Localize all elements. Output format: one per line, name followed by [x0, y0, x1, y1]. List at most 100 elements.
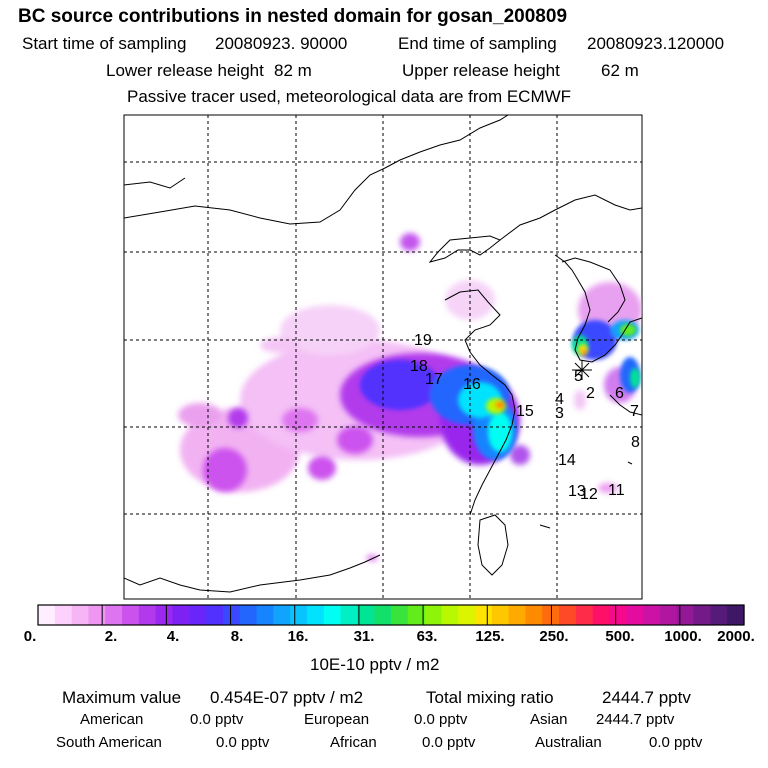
colorbar-cell: [525, 605, 543, 625]
map-panel: 19 18 17 16 15 4 3 5 2 6 7 8 14 13 12 11: [123, 114, 643, 600]
colorbar-cell: [206, 605, 224, 625]
start-time-value: 20080923. 90000: [215, 34, 348, 53]
colorbar-cell: [659, 605, 678, 625]
colorbar-tick-label: 500.: [605, 628, 635, 645]
lower-height-label: Lower release height: [106, 61, 264, 80]
colorbar-cell: [239, 605, 258, 625]
colorbar-cell: [374, 605, 392, 625]
source-label: 3: [555, 405, 564, 422]
colorbar-tick-label: 4.: [166, 628, 180, 645]
colorbar-cell: [306, 605, 325, 625]
colorbar-cell: [122, 605, 140, 625]
source-label: 17: [425, 371, 443, 388]
source-label: 16: [463, 376, 481, 393]
colorbar-tick-label: 63.: [416, 628, 438, 645]
colorbar-cell: [189, 605, 207, 625]
colorbar-cell: [626, 605, 644, 625]
colorbar-tick-label: 8.: [230, 628, 244, 645]
colorbar-tick-label: 2.: [104, 628, 118, 645]
colorbar-cell: [138, 605, 157, 625]
colorbar-tick-label: 250.: [539, 628, 569, 645]
upper-height-label: Upper release height: [402, 61, 560, 80]
total-mixing-label: Total mixing ratio: [426, 688, 554, 707]
australian-value: 0.0 pptv: [649, 734, 703, 751]
colorbar-cell: [54, 605, 73, 625]
lower-height-value: 82 m: [274, 61, 312, 80]
source-label: 14: [558, 452, 576, 469]
colorbar-cell: [676, 605, 695, 625]
source-labels: 19 18 17 16 15 4 3 5 2 6 7 8 14 13 12 11: [410, 332, 640, 503]
colorbar-cell: [323, 605, 342, 625]
tracer-note: Passive tracer used, meteorological data…: [127, 87, 572, 106]
colorbar-cell: [340, 605, 358, 625]
colorbar-cell: [424, 605, 443, 625]
source-label: 18: [410, 358, 428, 375]
colorbar-cell: [222, 605, 241, 625]
american-value: 0.0 pptv: [190, 711, 244, 728]
source-label: 2: [586, 385, 595, 402]
colorbar-cell: [407, 605, 426, 625]
source-label: 15: [516, 403, 534, 420]
european-label: European: [304, 711, 370, 728]
colorbar-tick-label: 125.: [475, 628, 505, 645]
colorbar-cell: [575, 605, 594, 625]
source-label: 8: [631, 434, 640, 451]
source-label: 4: [555, 391, 564, 408]
colorbar-units: 10E-10 pptv / m2: [310, 655, 440, 674]
star-marker-icon: [572, 360, 592, 380]
source-label: 13: [568, 483, 586, 500]
source-label: 11: [608, 482, 625, 499]
colorbar-tick-label: 2000.: [717, 628, 755, 645]
colorbar-tick-label: 0.: [23, 628, 37, 645]
colorbar-cell: [643, 605, 661, 625]
colorbar-cell: [458, 605, 476, 625]
colorbar-cell: [475, 605, 493, 625]
figure-title: BC source contributions in nested domain…: [18, 6, 568, 27]
american-label: American: [80, 711, 144, 728]
lat-lon-grid: [124, 115, 642, 599]
south-american-label: South American: [56, 734, 162, 751]
source-label: 7: [630, 403, 639, 420]
colorbar-cell: [491, 605, 510, 625]
australian-label: Australian: [535, 734, 602, 751]
total-mixing-value: 2444.7 pptv: [602, 688, 691, 707]
colorbar-tick-label: 1000.: [664, 628, 702, 645]
colorbar-cell: [559, 605, 577, 625]
source-label: 6: [615, 385, 624, 402]
start-time-label: Start time of sampling: [22, 34, 187, 53]
colorbar-tick-label: 16.: [287, 628, 309, 645]
south-american-value: 0.0 pptv: [216, 734, 270, 751]
source-label: 5: [574, 368, 583, 385]
colorbar-cell: [273, 605, 291, 625]
european-value: 0.0 pptv: [414, 711, 468, 728]
concentration-field: [124, 115, 642, 599]
colorbar-cell: [155, 605, 174, 625]
colorbar-cell: [693, 605, 711, 625]
colorbar-cell: [71, 605, 90, 625]
colorbar-cell: [38, 605, 56, 625]
colorbar-cell: [609, 605, 627, 625]
colorbar-cell: [391, 605, 409, 625]
colorbar-cell: [172, 605, 190, 625]
end-time-label: End time of sampling: [398, 34, 557, 53]
end-time-value: 20080923.120000: [587, 34, 725, 53]
max-value-label: Maximum value: [62, 688, 182, 707]
colorbar-cell: [508, 605, 527, 625]
colorbar-cell: [592, 605, 611, 625]
upper-height-value: 62 m: [601, 61, 639, 80]
colorbar-cell: [710, 605, 728, 625]
african-label: African: [330, 734, 377, 751]
colorbar-cell: [290, 605, 308, 625]
colorbar-cell: [256, 605, 274, 625]
colorbar-cell: [88, 605, 106, 625]
asian-label: Asian: [530, 711, 568, 728]
coastlines: [124, 115, 642, 593]
max-value: 0.454E-07 pptv / m2: [210, 688, 364, 707]
african-value: 0.0 pptv: [422, 734, 476, 751]
colorbar-cell: [357, 605, 375, 625]
colorbar: [37, 604, 745, 626]
source-label: 19: [414, 332, 432, 349]
colorbar-cell: [441, 605, 459, 625]
asian-value: 2444.7 pptv: [596, 711, 675, 728]
